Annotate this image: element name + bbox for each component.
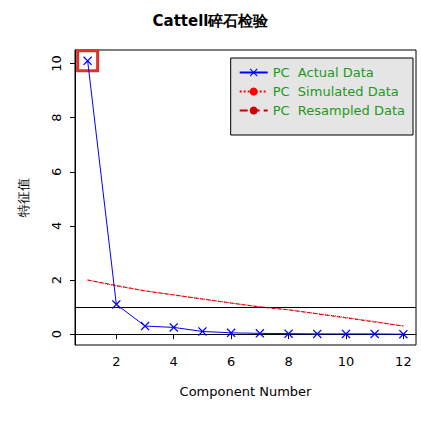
svg-text:0: 0 [49,330,64,338]
svg-text:4: 4 [49,222,64,230]
svg-text:12: 12 [395,354,412,369]
svg-text:Component Number: Component Number [180,384,312,399]
svg-text:PC Simulated Data: PC Simulated Data [273,84,399,99]
svg-text:PC Actual Data: PC Actual Data [273,65,374,80]
svg-text:Cattell碎石检验: Cattell碎石检验 [153,12,270,30]
svg-text:6: 6 [49,168,64,176]
svg-text:特征值: 特征值 [16,178,31,217]
svg-text:4: 4 [170,354,178,369]
svg-text:10: 10 [338,354,355,369]
svg-text:2: 2 [112,354,120,369]
svg-text:2: 2 [49,276,64,284]
svg-text:6: 6 [227,354,235,369]
svg-text:8: 8 [49,114,64,122]
svg-text:8: 8 [284,354,292,369]
svg-text:10: 10 [49,55,64,72]
svg-text:PC Resampled Data: PC Resampled Data [273,103,405,118]
